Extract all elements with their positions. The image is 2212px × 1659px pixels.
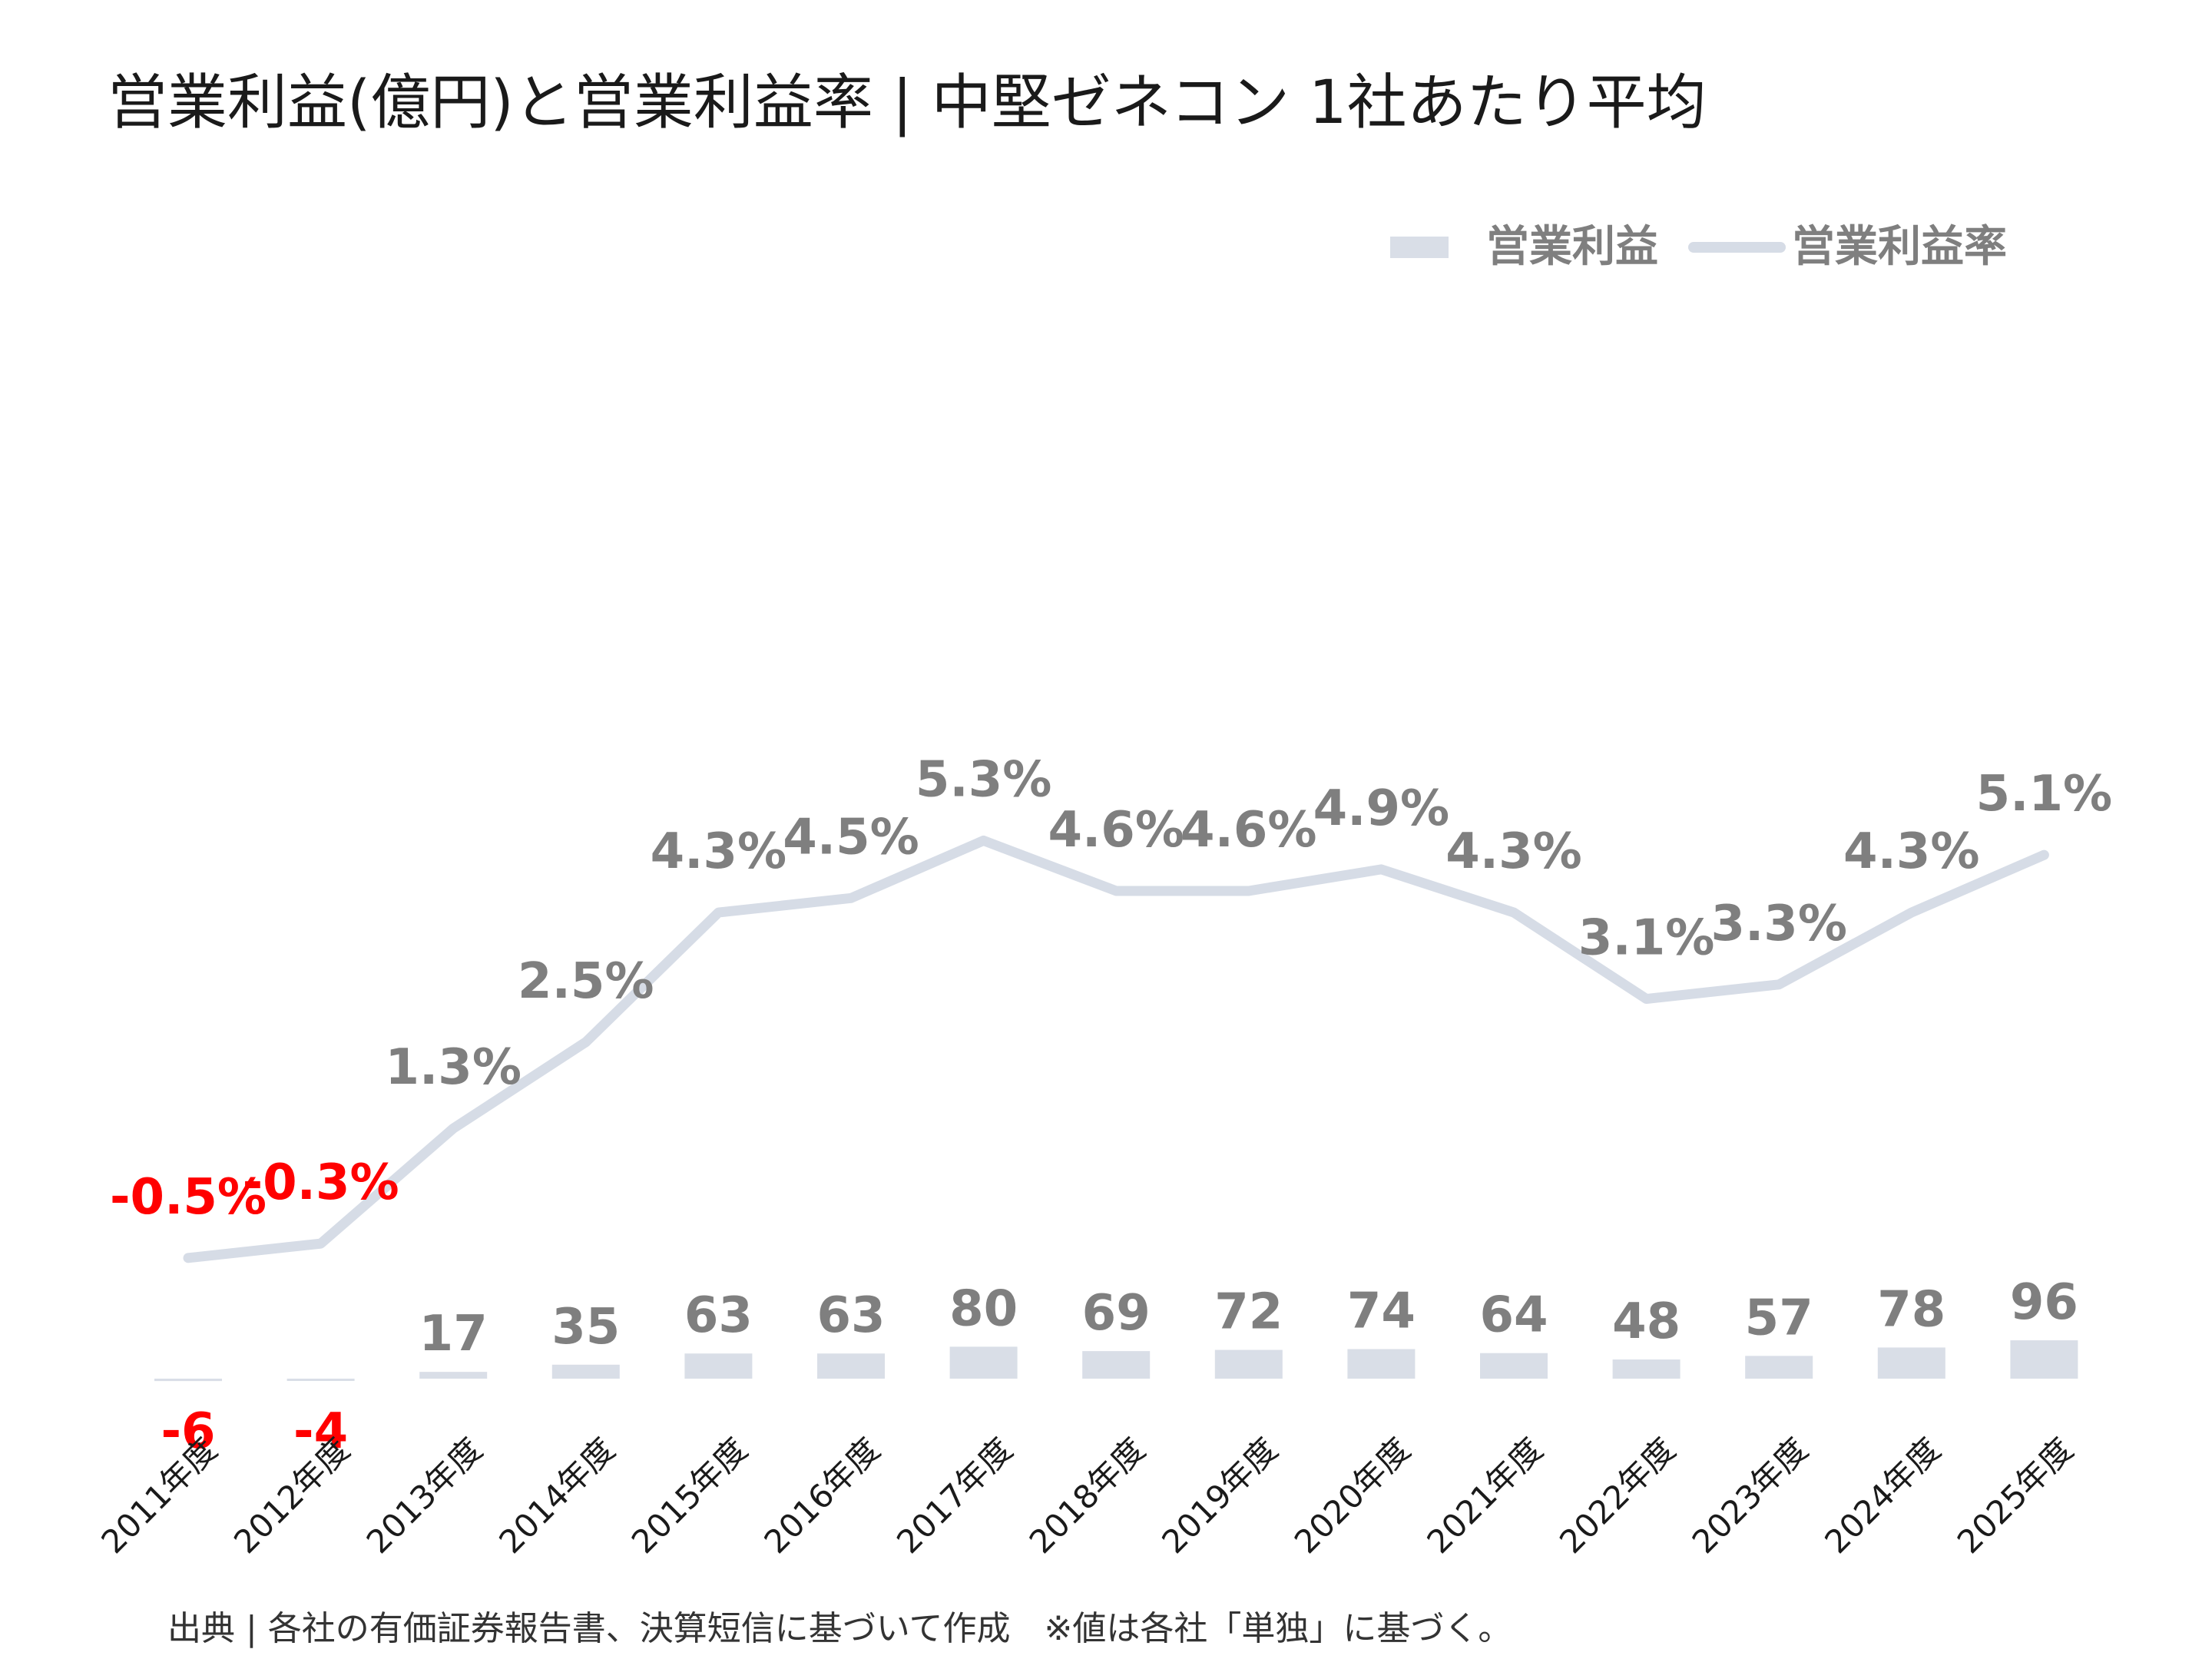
line-value-label: -0.5% xyxy=(110,1169,267,1226)
line-point-2011年度 xyxy=(184,1253,192,1262)
line-value-label: 4.3% xyxy=(1445,823,1582,880)
bar-2024年度 xyxy=(1877,1347,1945,1379)
line-value-label: -0.3% xyxy=(243,1154,399,1211)
bar-value-label: 72 xyxy=(1214,1284,1283,1341)
bar-value-label: 74 xyxy=(1347,1283,1416,1340)
bar-value-label: 69 xyxy=(1082,1285,1151,1342)
x-tick-label: 2022年度 xyxy=(1552,1430,1683,1561)
line-value-label: 4.3% xyxy=(651,823,787,880)
bar-value-label: 78 xyxy=(1877,1281,1945,1338)
legend-bar-swatch xyxy=(1390,237,1449,258)
x-tick-label: 2018年度 xyxy=(1022,1430,1153,1561)
x-tick-label: 2016年度 xyxy=(757,1430,887,1561)
bar-labels-layer: -6 -4 17 35 63 63 80 69 72 74 64 48 57 78 96 xyxy=(161,1274,2078,1460)
bar-2013年度 xyxy=(419,1372,488,1379)
x-axis-ticks: 2011年度 2012年度 2013年度 2014年度 2015年度 2016年度 2017… xyxy=(94,1430,2080,1561)
bar-value-label: 57 xyxy=(1745,1290,1813,1346)
legend-line-label: 営業利益率 xyxy=(1792,222,2007,272)
line-value-label: 3.3% xyxy=(1710,896,1847,952)
line-layer xyxy=(183,835,2049,1263)
line-point-2013年度 xyxy=(449,1124,458,1133)
line-point-2023年度 xyxy=(1775,980,1783,988)
line-value-label: 4.6% xyxy=(1048,802,1184,859)
x-tick-label: 2012年度 xyxy=(227,1430,357,1561)
x-tick-label: 2023年度 xyxy=(1685,1430,1816,1561)
bar-value-label: 48 xyxy=(1612,1293,1681,1350)
line-point-2025年度 xyxy=(2040,851,2048,859)
chart-title: 営業利益(億円)と営業利益率 | 中堅ゼネコン 1社あたり平均 xyxy=(108,68,1707,137)
bar-2018年度 xyxy=(1082,1351,1151,1379)
line-point-2021年度 xyxy=(1510,909,1518,917)
line-point-2016年度 xyxy=(847,894,855,902)
x-tick-label: 2013年度 xyxy=(359,1430,490,1561)
line-value-label: 4.9% xyxy=(1313,780,1450,837)
x-tick-label: 2021年度 xyxy=(1419,1430,1550,1561)
bar-value-label: -4 xyxy=(293,1403,348,1460)
line-value-label: 5.1% xyxy=(1976,766,2113,823)
line-value-label: 2.5% xyxy=(518,953,654,1010)
bar-2025年度 xyxy=(2010,1340,2078,1379)
line-value-label: 3.1% xyxy=(1578,910,1715,967)
line-value-label: 4.3% xyxy=(1843,823,1980,880)
x-tick-label: 2020年度 xyxy=(1287,1430,1418,1561)
bar-value-label: 64 xyxy=(1479,1287,1548,1344)
bar-value-label: -6 xyxy=(161,1403,215,1460)
bar-value-label: 35 xyxy=(551,1299,620,1356)
bar-2014年度 xyxy=(551,1364,620,1379)
line-point-2020年度 xyxy=(1377,865,1386,873)
bar-2011年度 xyxy=(154,1379,222,1382)
line-point-2024年度 xyxy=(1907,909,1916,917)
line-value-label: 5.3% xyxy=(916,751,1052,808)
bar-2019年度 xyxy=(1214,1349,1283,1379)
bar-value-label: 96 xyxy=(2010,1274,2078,1331)
line-point-2019年度 xyxy=(1244,886,1253,895)
bar-2017年度 xyxy=(949,1346,1018,1379)
line-point-2012年度 xyxy=(316,1240,325,1248)
bar-2023年度 xyxy=(1745,1356,1813,1379)
x-tick-label: 2011年度 xyxy=(94,1430,224,1561)
line-labels-layer: -0.5%-0.3%1.3%2.5%4.3%4.5%5.3%4.6%4.6%4.… xyxy=(110,751,2112,1225)
line-value-label: 4.6% xyxy=(1181,802,1317,859)
line-value-label: 4.5% xyxy=(783,809,919,866)
line-point-2018年度 xyxy=(1112,886,1121,895)
bar-2020年度 xyxy=(1347,1349,1416,1379)
x-tick-label: 2017年度 xyxy=(889,1430,1020,1561)
x-tick-label: 2019年度 xyxy=(1154,1430,1285,1561)
line-point-2022年度 xyxy=(1642,995,1651,1003)
bar-value-label: 63 xyxy=(816,1287,885,1344)
legend: 営業利益 営業利益率 xyxy=(1390,222,2007,272)
x-tick-label: 2014年度 xyxy=(492,1430,622,1561)
bar-value-label: 17 xyxy=(419,1306,488,1363)
line-value-label: 1.3% xyxy=(385,1039,522,1096)
bar-2016年度 xyxy=(817,1353,885,1379)
bar-2021年度 xyxy=(1480,1353,1548,1379)
line-point-2017年度 xyxy=(979,836,988,845)
bar-value-label: 80 xyxy=(949,1280,1018,1337)
source-note: 出典 | 各社の有価証券報告書、決算短信に基づいて作成 ※値は各社「単独」に基づ… xyxy=(167,1609,1512,1648)
bar-2012年度 xyxy=(286,1379,355,1381)
bars-layer xyxy=(154,1340,2078,1382)
legend-bar-label: 営業利益 xyxy=(1486,222,1658,272)
line-point-2015年度 xyxy=(714,909,723,917)
x-tick-label: 2024年度 xyxy=(1817,1430,1948,1561)
bar-2022年度 xyxy=(1612,1359,1681,1379)
bar-value-label: 63 xyxy=(684,1287,753,1344)
bar-2015年度 xyxy=(684,1353,753,1379)
x-tick-label: 2025年度 xyxy=(1950,1430,2081,1561)
line-point-2014年度 xyxy=(581,1038,590,1046)
x-tick-label: 2015年度 xyxy=(624,1430,755,1561)
